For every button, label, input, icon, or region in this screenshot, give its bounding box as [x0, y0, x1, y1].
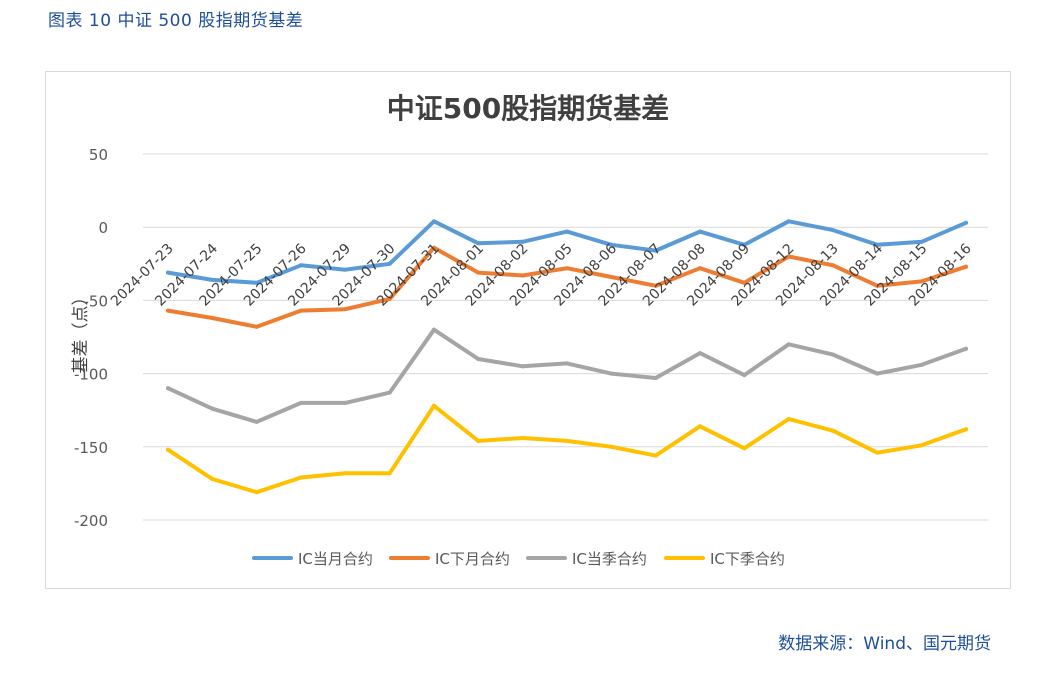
data-point — [831, 428, 835, 433]
data-point — [919, 362, 924, 367]
data-point — [742, 242, 747, 247]
data-point — [520, 364, 525, 369]
data-point — [432, 403, 436, 408]
y-axis-label: 基差（点） — [71, 289, 91, 374]
data-point — [476, 270, 481, 275]
data-point — [520, 436, 525, 441]
data-point — [210, 477, 215, 482]
basis-line-chart: 中证500股指期货基差 基差（点） 50 0 -50 -100 -150 -200 202… — [71, 92, 988, 568]
data-point — [520, 239, 525, 244]
legend-label: IC当月合约 — [298, 550, 373, 568]
data-point — [653, 375, 658, 380]
data-point — [875, 371, 880, 376]
data-point — [653, 453, 658, 458]
figure-caption: 图表 10 中证 500 股指期货基差 — [48, 11, 304, 31]
data-point — [875, 450, 880, 455]
chart-frame: 中证500股指期货基差 基差（点） 50 0 -50 -100 -150 -200 202… — [45, 71, 1011, 589]
x-axis-ticks: 2024-07-232024-07-242024-07-252024-07-26… — [108, 241, 975, 310]
data-point — [609, 242, 614, 247]
data-point — [786, 219, 791, 224]
legend-label: IC当季合约 — [572, 550, 647, 568]
chart-title: 中证500股指期货基差 — [387, 92, 669, 125]
data-point — [565, 361, 569, 366]
data-point — [432, 327, 436, 332]
data-point — [565, 266, 569, 271]
data-point — [831, 263, 835, 268]
data-point — [254, 490, 259, 495]
data-point — [343, 267, 348, 272]
y-axis-ticks: 50 0 -50 -100 -150 -200 — [74, 146, 108, 530]
data-point — [609, 371, 614, 376]
y-tick-label: 0 — [98, 219, 108, 237]
data-point — [964, 264, 968, 269]
data-point — [299, 400, 303, 405]
y-tick-label: -200 — [74, 512, 108, 530]
data-point — [520, 273, 525, 278]
data-point — [698, 266, 702, 271]
data-point — [875, 283, 880, 288]
data-point — [387, 261, 392, 266]
data-point — [476, 356, 481, 361]
data-point — [476, 241, 481, 246]
gridlines — [143, 153, 988, 521]
data-point — [964, 427, 968, 432]
data-point — [742, 373, 747, 378]
data-point — [476, 438, 481, 443]
data-point — [299, 475, 303, 480]
series-line — [166, 403, 968, 495]
y-tick-label: -50 — [84, 292, 109, 310]
data-point — [166, 386, 170, 391]
data-point — [299, 308, 303, 313]
data-point — [254, 280, 259, 285]
data-point — [698, 351, 702, 356]
data-point — [831, 352, 835, 357]
data-point — [166, 447, 170, 452]
data-point — [609, 274, 614, 279]
data-point — [565, 438, 569, 443]
data-point — [343, 471, 348, 476]
data-point — [210, 406, 215, 411]
data-point — [432, 219, 436, 224]
data-point — [786, 254, 791, 259]
data-point — [919, 443, 924, 448]
y-tick-label: -100 — [74, 366, 108, 384]
data-point — [653, 248, 658, 253]
data-point — [387, 296, 392, 301]
legend: IC当月合约 IC下月合约 IC当季合约 IC下季合约 — [252, 550, 785, 568]
data-point — [166, 308, 170, 313]
data-point — [875, 242, 880, 247]
data-point — [698, 424, 702, 429]
data-point — [254, 419, 259, 424]
data-point — [254, 324, 259, 329]
data-point — [432, 245, 436, 250]
data-point — [964, 220, 968, 225]
source-note: 数据来源：Wind、国元期货 — [778, 634, 991, 654]
data-point — [166, 270, 170, 275]
data-point — [919, 239, 924, 244]
data-point — [653, 283, 658, 288]
data-point — [742, 446, 747, 451]
data-point — [343, 400, 348, 405]
series-lines — [166, 219, 968, 495]
data-point — [919, 279, 924, 284]
data-point — [387, 390, 392, 395]
data-point — [210, 315, 215, 320]
y-tick-label: 50 — [89, 146, 108, 164]
data-point — [742, 280, 747, 285]
legend-label: IC下月合约 — [435, 550, 510, 568]
legend-label: IC下季合约 — [710, 550, 785, 568]
data-point — [786, 342, 791, 347]
data-point — [343, 307, 348, 312]
data-point — [698, 229, 702, 234]
data-point — [210, 277, 215, 282]
data-point — [299, 263, 303, 268]
data-point — [786, 416, 791, 421]
data-point — [387, 471, 392, 476]
y-tick-label: -150 — [74, 439, 108, 457]
data-point — [609, 444, 614, 449]
series-line — [166, 327, 968, 424]
data-point — [964, 346, 968, 351]
data-point — [831, 228, 835, 233]
data-point — [565, 229, 569, 234]
